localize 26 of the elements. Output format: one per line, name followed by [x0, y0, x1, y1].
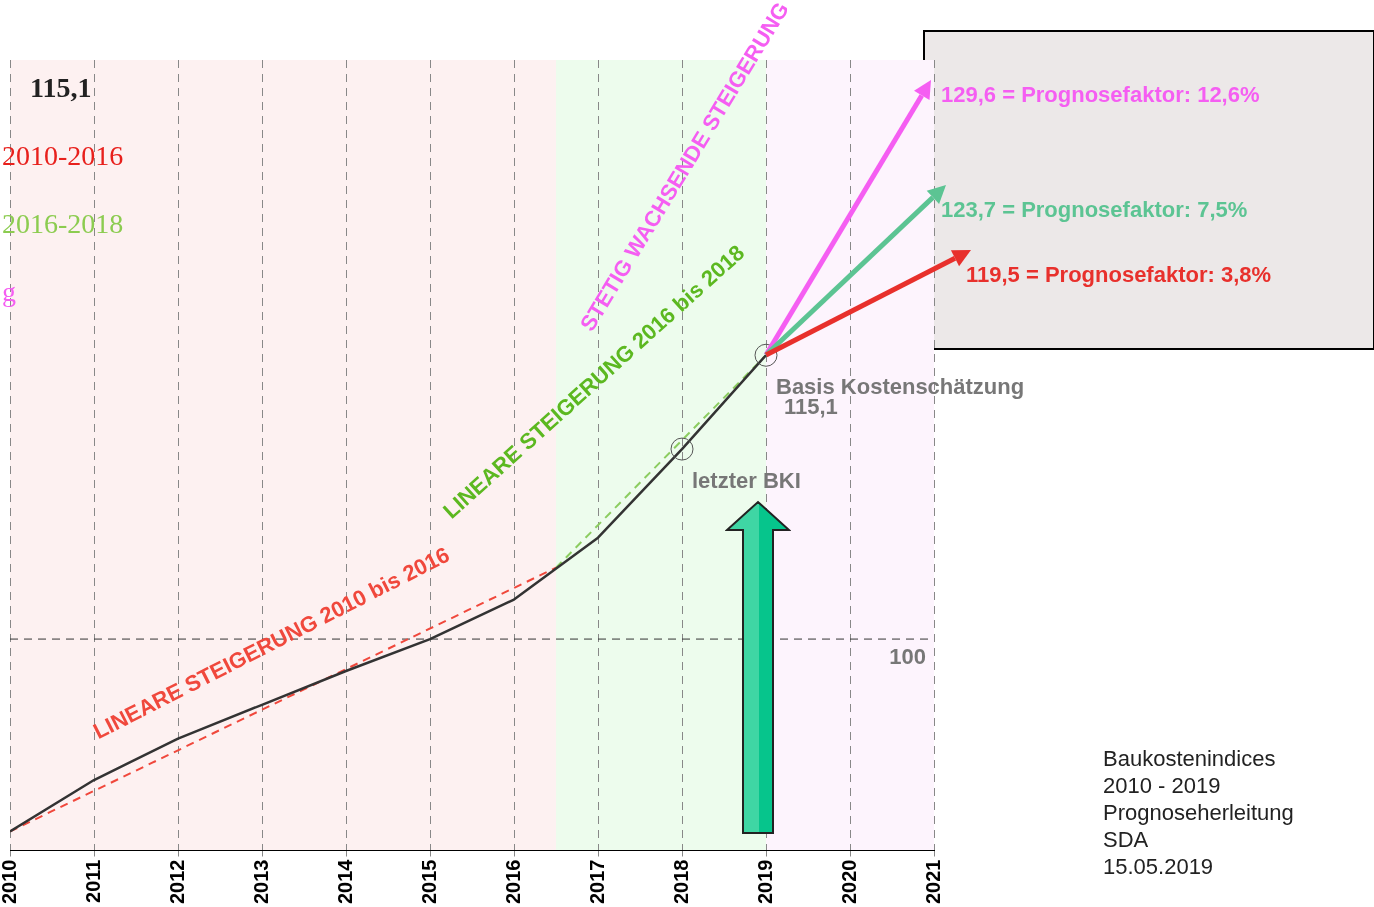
text: 115,1 [30, 72, 93, 105]
annotation: letzter BKI [692, 468, 801, 494]
text: 129,6 = Prognosefaktor: 12,6% [941, 82, 1260, 108]
x-tick-label: 2018 [669, 859, 692, 905]
x-tick-label: 2013 [249, 859, 272, 905]
x-tick-label: 2011 [81, 859, 104, 903]
x-tick-label: 2019 [753, 859, 776, 905]
text: 119,5 = Prognosefaktor: 3,8% [966, 262, 1272, 288]
text: 2016-2018 [2, 208, 124, 241]
x-tick-label: 2021 [921, 859, 944, 905]
text: g [2, 276, 17, 309]
text: 2010 - 2019 [1103, 772, 1222, 799]
text: Prognoseherleitung [1103, 799, 1294, 826]
x-tick-label: 2020 [837, 859, 860, 905]
text: 123,7 = Prognosefaktor: 7,5% [941, 197, 1248, 223]
x-tick-label: 2017 [585, 859, 608, 905]
text: 15.05.2019 [1103, 853, 1215, 880]
annotation: 100 [889, 644, 926, 670]
x-tick-label: 2014 [333, 858, 356, 905]
text: 2010-2016 [2, 140, 124, 173]
x-tick-label: 2015 [417, 859, 440, 905]
x-tick-label: 2010 [0, 859, 20, 905]
text: SDA [1103, 826, 1150, 853]
x-tick-label: 2016 [501, 859, 524, 905]
x-tick-label: 2012 [165, 859, 188, 905]
text: Baukostenindices [1103, 745, 1277, 772]
